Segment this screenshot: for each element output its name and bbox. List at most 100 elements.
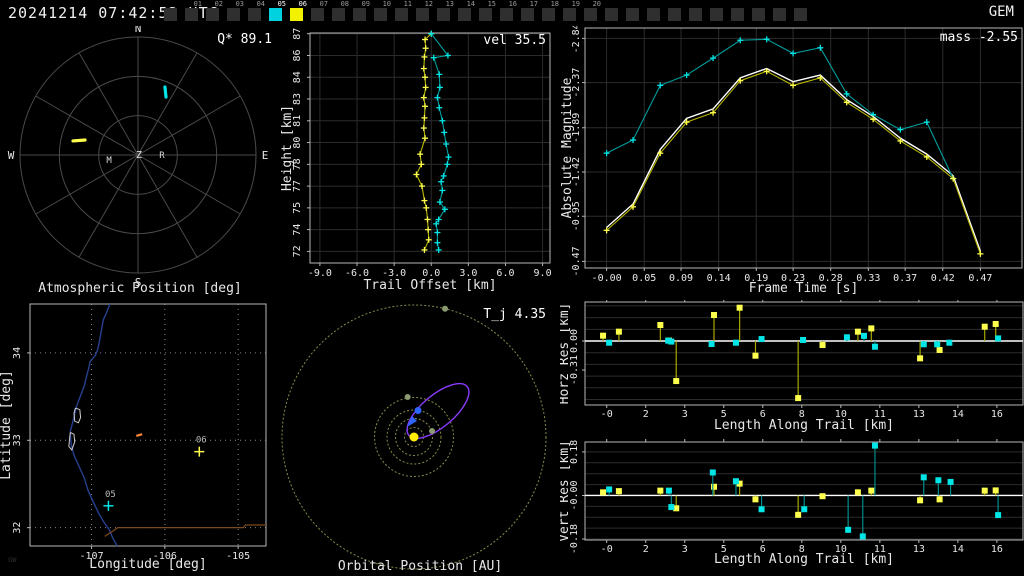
x-tick-label: 16 [991,544,1003,555]
camera-indicator-blank[interactable] [605,1,622,24]
data-point-marker [413,171,419,177]
planet-marker-earth [415,407,422,414]
data-point-marker [606,340,612,346]
data-point-marker [673,378,679,384]
camera-indicator-05[interactable]: 05 [269,1,286,24]
camera-status-box [542,8,555,21]
x-tick-label: 14 [952,409,964,420]
x-tick-label: 6.0 [496,268,514,279]
sky-marker-M: M [106,156,112,166]
data-point-marker [935,477,941,483]
data-point-marker [855,489,861,495]
x-tick-label: 14 [952,544,964,555]
camera-number: 12 [425,1,433,8]
compass-east-label: E [262,149,269,162]
data-point-marker [423,45,429,51]
camera-indicator-02[interactable]: 02 [206,1,223,24]
x-axis-title: Trail Offset [km] [363,278,496,293]
compass-north-label: N [135,26,142,35]
camera-status-box [290,8,303,21]
data-point-marker [630,137,636,143]
sun-marker [410,433,419,442]
data-point-marker [425,216,431,222]
camera-status-box [584,8,597,21]
camera-number: 18 [551,1,559,8]
camera-number: 14 [467,1,475,8]
camera-indicator-blank[interactable] [731,1,748,24]
camera-indicator-blank[interactable] [794,1,811,24]
camera-indicator-01[interactable]: 01 [185,1,202,24]
camera-indicator-blank[interactable] [164,1,181,24]
camera-indicator-blank[interactable] [647,1,664,24]
station-05-vert-residuals [606,443,1001,540]
light-curve-panel: -0.000.050.090.140.190.230.280.330.370.4… [560,26,1024,300]
data-point-marker [733,340,739,346]
x-tick-label: -0.00 [592,273,622,284]
x-tick-label: 2 [643,544,649,555]
grid [310,33,550,263]
camera-status-box [206,8,219,21]
camera-indicator-07[interactable]: 07 [311,1,328,24]
camera-indicator-03[interactable]: 03 [227,1,244,24]
camera-indicator-10[interactable]: 10 [374,1,391,24]
y-tick-label: -0.47 [571,246,582,276]
data-point-marker [737,305,743,311]
camera-indicator-14[interactable]: 14 [458,1,475,24]
camera-status-box [605,8,618,21]
x-axis-title: Frame Time [s] [749,281,859,296]
data-point-marker [419,183,425,189]
camera-indicator-12[interactable]: 12 [416,1,433,24]
camera-status-box [395,8,408,21]
camera-indicator-blank[interactable] [689,1,706,24]
camera-indicator-blank[interactable] [668,1,685,24]
data-point-marker [710,469,716,475]
camera-indicator-blank[interactable] [710,1,727,24]
data-point-marker [937,347,943,353]
x-tick-label: 0.14 [707,273,731,284]
panel-value-label: mass -2.55 [940,30,1018,45]
data-point-marker [711,484,717,490]
camera-status-box [479,8,492,21]
camera-indicator-06[interactable]: 06 [290,1,307,24]
data-point-marker [444,161,450,167]
y-tick-label: 34 [12,347,23,359]
data-point-marker [995,512,1001,518]
camera-indicator-11[interactable]: 11 [395,1,412,24]
camera-number: 17 [530,1,538,8]
camera-indicator-18[interactable]: 18 [542,1,559,24]
atmospheric-position-panel: NSWEZMRQ* 89.1Atmospheric Position [deg] [0,26,280,298]
planet-marker-venus [429,428,435,434]
camera-indicator-19[interactable]: 19 [563,1,580,24]
data-point-marker [425,227,431,233]
plot-border [310,33,550,263]
station-marker-05: 05 [103,490,115,511]
camera-indicator-blank[interactable] [773,1,790,24]
data-point-marker [436,105,442,111]
camera-number: 03 [236,1,244,8]
camera-indicator-13[interactable]: 13 [437,1,454,24]
data-point-marker [600,333,606,339]
camera-indicator-04[interactable]: 04 [248,1,265,24]
x-tick-label: 0.33 [856,273,880,284]
data-point-marker [752,496,758,502]
camera-indicator-17[interactable]: 17 [521,1,538,24]
camera-number: 04 [257,1,265,8]
camera-indicator-09[interactable]: 09 [353,1,370,24]
camera-number: 13 [446,1,454,8]
camera-indicator-16[interactable]: 16 [500,1,517,24]
data-point-marker [668,504,674,510]
camera-indicator-20[interactable]: 20 [584,1,601,24]
data-point-marker [733,478,739,484]
meteor-analysis-screen: 20241214 07:42:53 UTC 010203040506070809… [0,0,1024,576]
camera-status-box [311,8,324,21]
camera-indicator-08[interactable]: 08 [332,1,349,24]
camera-indicator-blank[interactable] [626,1,643,24]
data-point-marker [872,344,878,350]
camera-status-box [773,8,786,21]
camera-indicator-blank[interactable] [752,1,769,24]
planet-marker-mars [405,394,411,400]
y-axis-title: Height [km] [280,105,295,191]
camera-number: 19 [572,1,580,8]
y-tick-label: -2.84 [571,26,582,53]
camera-indicator-15[interactable]: 15 [479,1,496,24]
